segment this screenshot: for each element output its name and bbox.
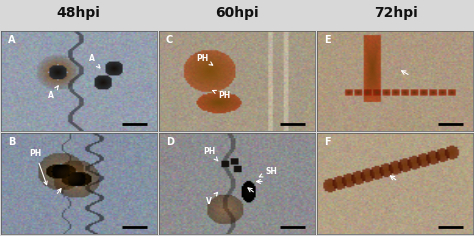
Text: E: E [324,35,330,45]
Text: SH: SH [259,167,277,177]
Text: B: B [8,137,15,147]
Text: 60hpi: 60hpi [215,6,259,20]
Text: D: D [165,137,173,147]
Text: 72hpi: 72hpi [374,6,418,20]
Text: PH: PH [29,149,47,185]
Text: A: A [89,54,100,68]
Text: C: C [165,35,173,45]
Text: 48hpi: 48hpi [56,6,100,20]
Text: PH: PH [203,147,218,161]
Text: V: V [206,192,218,206]
Text: PH: PH [213,90,231,100]
Text: A: A [48,86,58,100]
Text: PH: PH [197,54,213,65]
Text: A: A [8,35,15,45]
Text: F: F [324,137,330,147]
